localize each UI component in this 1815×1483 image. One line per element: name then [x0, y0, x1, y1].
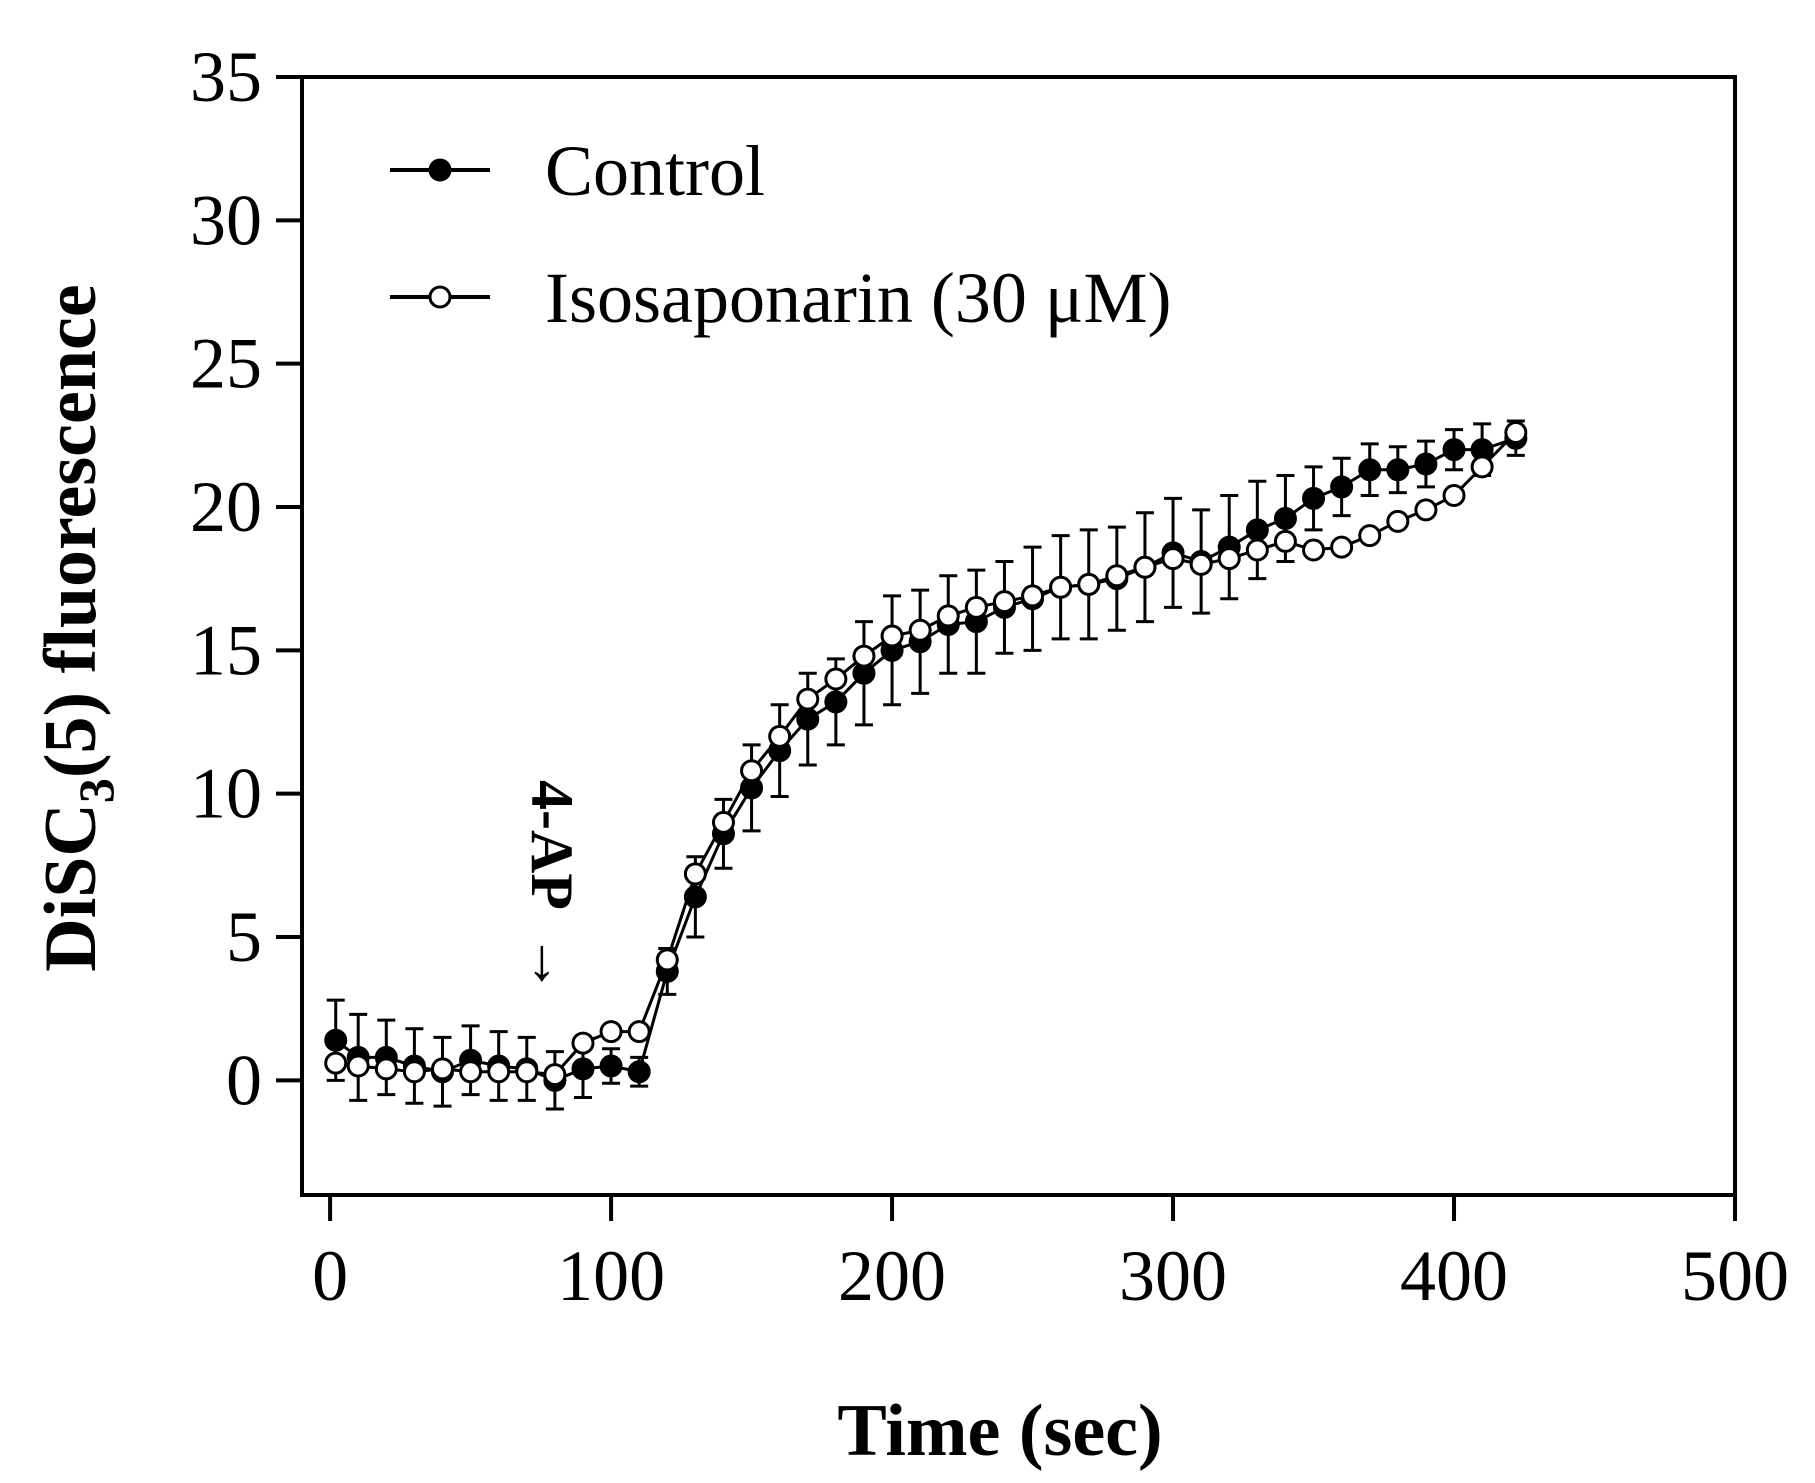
annotation-4ap-arrow: →: [519, 934, 585, 994]
data-point-control: [571, 1057, 595, 1081]
series-line-control: [334, 436, 1517, 1082]
data-point-isosaponarin: [402, 1060, 426, 1084]
data-point-isosaponarin: [1133, 555, 1157, 579]
y-tick-label-20: 20: [190, 467, 262, 547]
legend-marker-control: [428, 158, 452, 182]
legend: Control Isosaponarin (30 μM): [390, 131, 1171, 338]
data-point-isosaponarin: [852, 644, 876, 668]
series-control: [324, 419, 1528, 1111]
legend-label-control: Control: [545, 131, 765, 211]
data-point-isosaponarin: [1161, 547, 1185, 571]
annotation-4ap: 4-AP →: [519, 780, 585, 994]
data-point-control: [324, 1028, 348, 1052]
data-point-isosaponarin: [1189, 552, 1213, 576]
data-point-isosaponarin: [908, 618, 932, 642]
annotation-4ap-text: 4-AP: [519, 780, 585, 908]
data-point-control: [824, 690, 848, 714]
data-point-isosaponarin: [992, 590, 1016, 614]
data-point-isosaponarin: [599, 1020, 623, 1044]
data-point-control: [1302, 486, 1326, 510]
data-point-control: [1414, 452, 1438, 476]
data-point-control: [1386, 458, 1410, 482]
data-point-isosaponarin: [1302, 538, 1326, 562]
data-point-isosaponarin: [1021, 584, 1045, 608]
data-point-isosaponarin: [430, 1057, 454, 1081]
y-axis-title-rest: (5) fluorescence: [30, 284, 112, 778]
data-point-isosaponarin: [1358, 524, 1382, 548]
data-point-isosaponarin: [824, 667, 848, 691]
data-point-isosaponarin: [324, 1051, 348, 1075]
data-point-isosaponarin: [459, 1060, 483, 1084]
data-point-isosaponarin: [880, 624, 904, 648]
x-tick-label-200: 200: [838, 1236, 946, 1316]
y-axis-title: DiSC3(5) fluorescence: [30, 284, 124, 971]
data-point-control: [796, 707, 820, 731]
x-tick-label-400: 400: [1400, 1236, 1508, 1316]
legend-label-isosaponarin: Isosaponarin (30 μM): [545, 258, 1171, 338]
data-point-control: [1245, 518, 1269, 542]
legend-item-isosaponarin: Isosaponarin (30 μM): [390, 258, 1171, 338]
y-axis-title-sub: 3: [68, 778, 124, 803]
data-point-isosaponarin: [1330, 535, 1354, 559]
data-point-isosaponarin: [655, 948, 679, 972]
data-point-isosaponarin: [1442, 484, 1466, 508]
data-point-isosaponarin: [1273, 529, 1297, 553]
data-point-control: [1273, 506, 1297, 530]
legend-item-control: Control: [390, 131, 765, 211]
annotation-4ap-label: 4-AP →: [519, 780, 585, 994]
y-tick-label-35: 35: [190, 37, 262, 117]
y-tick-label-30: 30: [190, 180, 262, 260]
data-point-isosaponarin: [1245, 538, 1269, 562]
data-point-isosaponarin: [796, 687, 820, 711]
data-point-isosaponarin: [1077, 572, 1101, 596]
data-point-control: [1330, 475, 1354, 499]
y-tick-label-5: 5: [226, 897, 262, 977]
data-point-isosaponarin: [543, 1063, 567, 1087]
y-axis-title-main: DiSC: [30, 803, 112, 972]
y-tick-label-0: 0: [226, 1040, 262, 1120]
data-point-isosaponarin: [711, 810, 735, 834]
data-point-isosaponarin: [1504, 420, 1528, 444]
x-axis-title: Time (sec): [837, 1390, 1162, 1472]
legend-marker-isosaponarin: [428, 285, 452, 309]
data-point-isosaponarin: [936, 604, 960, 628]
data-point-isosaponarin: [683, 862, 707, 886]
series-isosaponarin: [324, 420, 1528, 1087]
data-point-isosaponarin: [374, 1057, 398, 1081]
plot-frame: [300, 75, 1737, 1197]
x-tick-label-300: 300: [1119, 1236, 1227, 1316]
x-tick-label-500: 500: [1681, 1236, 1789, 1316]
data-point-isosaponarin: [1386, 509, 1410, 533]
data-point-isosaponarin: [1414, 498, 1438, 522]
data-point-isosaponarin: [1470, 455, 1494, 479]
data-point-isosaponarin: [515, 1060, 539, 1084]
data-point-isosaponarin: [768, 724, 792, 748]
data-point-control: [1358, 458, 1382, 482]
data-point-isosaponarin: [740, 759, 764, 783]
y-axis-title-group: DiSC3(5) fluorescence: [30, 284, 124, 971]
axes-layer: 0 5 10 15 20 25 30 35 0 100 200 300 400 500: [190, 37, 1789, 1316]
data-point-isosaponarin: [346, 1054, 370, 1078]
data-point-isosaponarin: [571, 1031, 595, 1055]
x-tick-label-0: 0: [312, 1236, 348, 1316]
data-point-isosaponarin: [487, 1060, 511, 1084]
y-tick-label-15: 15: [190, 610, 262, 690]
data-point-isosaponarin: [1049, 575, 1073, 599]
x-tick-label-100: 100: [557, 1236, 665, 1316]
data-point-isosaponarin: [1217, 547, 1241, 571]
data-point-isosaponarin: [627, 1020, 651, 1044]
data-point-control: [627, 1060, 651, 1084]
plot-layer: [324, 419, 1528, 1111]
data-point-isosaponarin: [1105, 564, 1129, 588]
y-tick-label-25: 25: [190, 324, 262, 404]
series-line-isosaponarin: [335, 431, 1517, 1077]
y-tick-label-10: 10: [190, 754, 262, 834]
data-point-control: [1442, 438, 1466, 462]
data-point-isosaponarin: [964, 595, 988, 619]
data-point-control: [599, 1054, 623, 1078]
